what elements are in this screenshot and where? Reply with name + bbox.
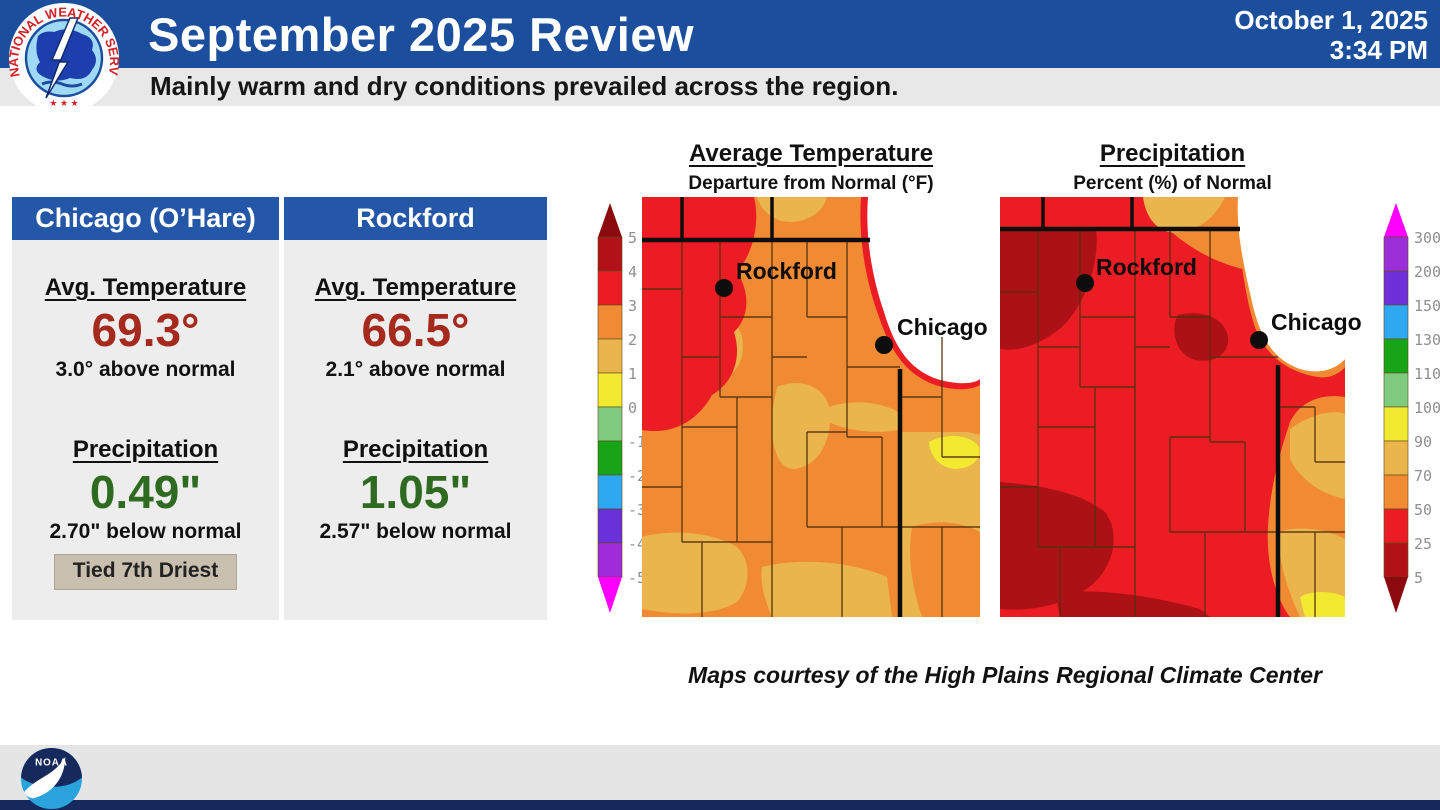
map-caption: Maps courtesy of the High Plains Regiona… <box>688 662 1322 688</box>
svg-text:-3: -3 <box>628 501 646 519</box>
rockford-temp-value: 66.5° <box>361 304 470 356</box>
county-lines <box>642 240 980 617</box>
chicago-temp-label: Avg. Temperature <box>44 274 247 301</box>
svg-text:0: 0 <box>628 399 637 417</box>
svg-text:-5: -5 <box>628 569 646 587</box>
chicago-temp-value: 69.3° <box>91 304 200 356</box>
svg-text:70: 70 <box>1414 467 1432 485</box>
precip-colorbar: 300 200 150 130 110 100 90 70 50 25 5 <box>1383 203 1440 613</box>
issue-datetime: October 1, 2025 3:34 PM <box>1234 5 1428 65</box>
chicago-marker <box>1250 331 1268 349</box>
precip-map-title: Precipitation <box>1099 140 1246 167</box>
svg-text:130: 130 <box>1414 331 1440 349</box>
chicago-label: Chicago <box>897 314 988 340</box>
card-rockford: Rockford Avg. Temperature 66.5° 2.1° abo… <box>284 197 547 620</box>
rockford-precip-label: Precipitation <box>342 436 489 463</box>
svg-text:4: 4 <box>628 263 637 281</box>
subtitle-band: Mainly warm and dry conditions prevailed… <box>0 68 1440 106</box>
svg-text:-1: -1 <box>628 433 646 451</box>
wisconsin-county-stubs <box>1041 197 1134 229</box>
page-title: September 2025 Review <box>148 8 695 61</box>
seagull-icon <box>23 756 66 799</box>
precip-scale-arrow-down <box>1384 577 1408 613</box>
lightning-bolt-icon <box>45 17 80 99</box>
noaa-dark-hemisphere <box>20 747 83 787</box>
lake-michigan-shape <box>1237 197 1345 372</box>
svg-text:-2: -2 <box>628 467 646 485</box>
chicago-label: Chicago <box>1271 309 1362 335</box>
driest-rank-badge: Tied 7th Driest <box>53 554 238 590</box>
header-banner: September 2025 Review October 1, 2025 3:… <box>0 0 1440 68</box>
svg-text:1: 1 <box>628 365 637 383</box>
svg-text:5: 5 <box>1414 569 1423 587</box>
svg-text:5: 5 <box>628 229 637 247</box>
wisconsin-county-stubs <box>680 197 774 240</box>
svg-text:-4: -4 <box>628 535 646 553</box>
noaa-abbr: NOAA <box>35 758 68 769</box>
svg-text:300: 300 <box>1414 229 1440 247</box>
temp-scale-arrow-up <box>598 203 622 237</box>
precip-darkred-region <box>1000 229 1097 350</box>
rockford-precip-note: 2.57" below normal <box>319 520 512 543</box>
svg-text:2: 2 <box>628 331 637 349</box>
issue-date: October 1, 2025 <box>1234 5 1428 35</box>
temp-map-subtitle: Departure from Normal (°F) <box>688 173 934 194</box>
svg-text:3: 3 <box>628 297 637 315</box>
cloud-shape <box>36 29 96 81</box>
rockford-marker <box>715 279 733 297</box>
svg-text:100: 100 <box>1414 399 1440 417</box>
chicago-precip-note: 2.70" below normal <box>49 520 242 543</box>
bottom-navy-bar <box>0 800 1440 810</box>
chicago-marker <box>875 336 893 354</box>
svg-text:50: 50 <box>1414 501 1432 519</box>
svg-text:150: 150 <box>1414 297 1440 315</box>
temperature-departure-map: Rockford Chicago <box>642 197 988 617</box>
rockford-marker <box>1076 274 1094 292</box>
card-chicago: Chicago (O’Hare) Avg. Temperature 69.3° … <box>12 197 279 620</box>
card-chicago-title: Chicago (O’Hare) <box>12 197 279 240</box>
chicago-temp-note: 3.0° above normal <box>55 358 236 381</box>
headline-text: Mainly warm and dry conditions prevailed… <box>150 71 899 101</box>
county-lines <box>1000 229 1345 617</box>
rockford-label: Rockford <box>1096 254 1197 280</box>
temp-red-region <box>642 197 757 432</box>
precip-map-titles: Precipitation Percent (%) of Normal <box>1000 140 1345 195</box>
svg-text:25: 25 <box>1414 535 1432 553</box>
precipitation-percent-map: Rockford Chicago <box>1000 197 1362 617</box>
lake-michigan-shape <box>867 197 980 384</box>
chicago-precip-label: Precipitation <box>72 436 219 463</box>
temp-colorbar: 5 4 3 2 1 0 -1 -2 -3 -4 -5 <box>597 203 646 613</box>
temp-scale-arrow-down <box>598 577 622 613</box>
chicago-precip-value: 0.49" <box>89 466 202 518</box>
rockford-temp-label: Avg. Temperature <box>314 274 517 301</box>
temp-map-titles: Average Temperature Departure from Norma… <box>642 140 980 195</box>
svg-text:90: 90 <box>1414 433 1432 451</box>
card-rockford-body: Avg. Temperature 66.5° 2.1° above normal… <box>284 240 547 620</box>
card-rockford-title: Rockford <box>284 197 547 240</box>
wave-line <box>41 80 83 88</box>
footer-band: National Oceanic and Atmospheric Adminis… <box>0 745 1440 800</box>
rockford-label: Rockford <box>736 258 837 284</box>
card-chicago-body: Avg. Temperature 69.3° 3.0° above normal… <box>12 240 279 620</box>
temp-map-title: Average Temperature <box>688 140 934 167</box>
precip-scale-arrow-up <box>1384 203 1408 237</box>
rockford-precip-value: 1.05" <box>359 466 472 518</box>
nws-logo-icon: NATIONAL WEATHER SERVICE ★ ★ ★ <box>8 2 120 113</box>
svg-text:110: 110 <box>1414 365 1440 383</box>
issue-time: 3:34 PM <box>1329 35 1428 65</box>
stars-icon: ★ ★ ★ <box>49 98 78 108</box>
svg-text:200: 200 <box>1414 263 1440 281</box>
rockford-temp-note: 2.1° above normal <box>325 358 506 381</box>
precip-map-subtitle: Percent (%) of Normal <box>1073 173 1272 194</box>
noaa-logo-icon: NOAA <box>20 747 83 810</box>
